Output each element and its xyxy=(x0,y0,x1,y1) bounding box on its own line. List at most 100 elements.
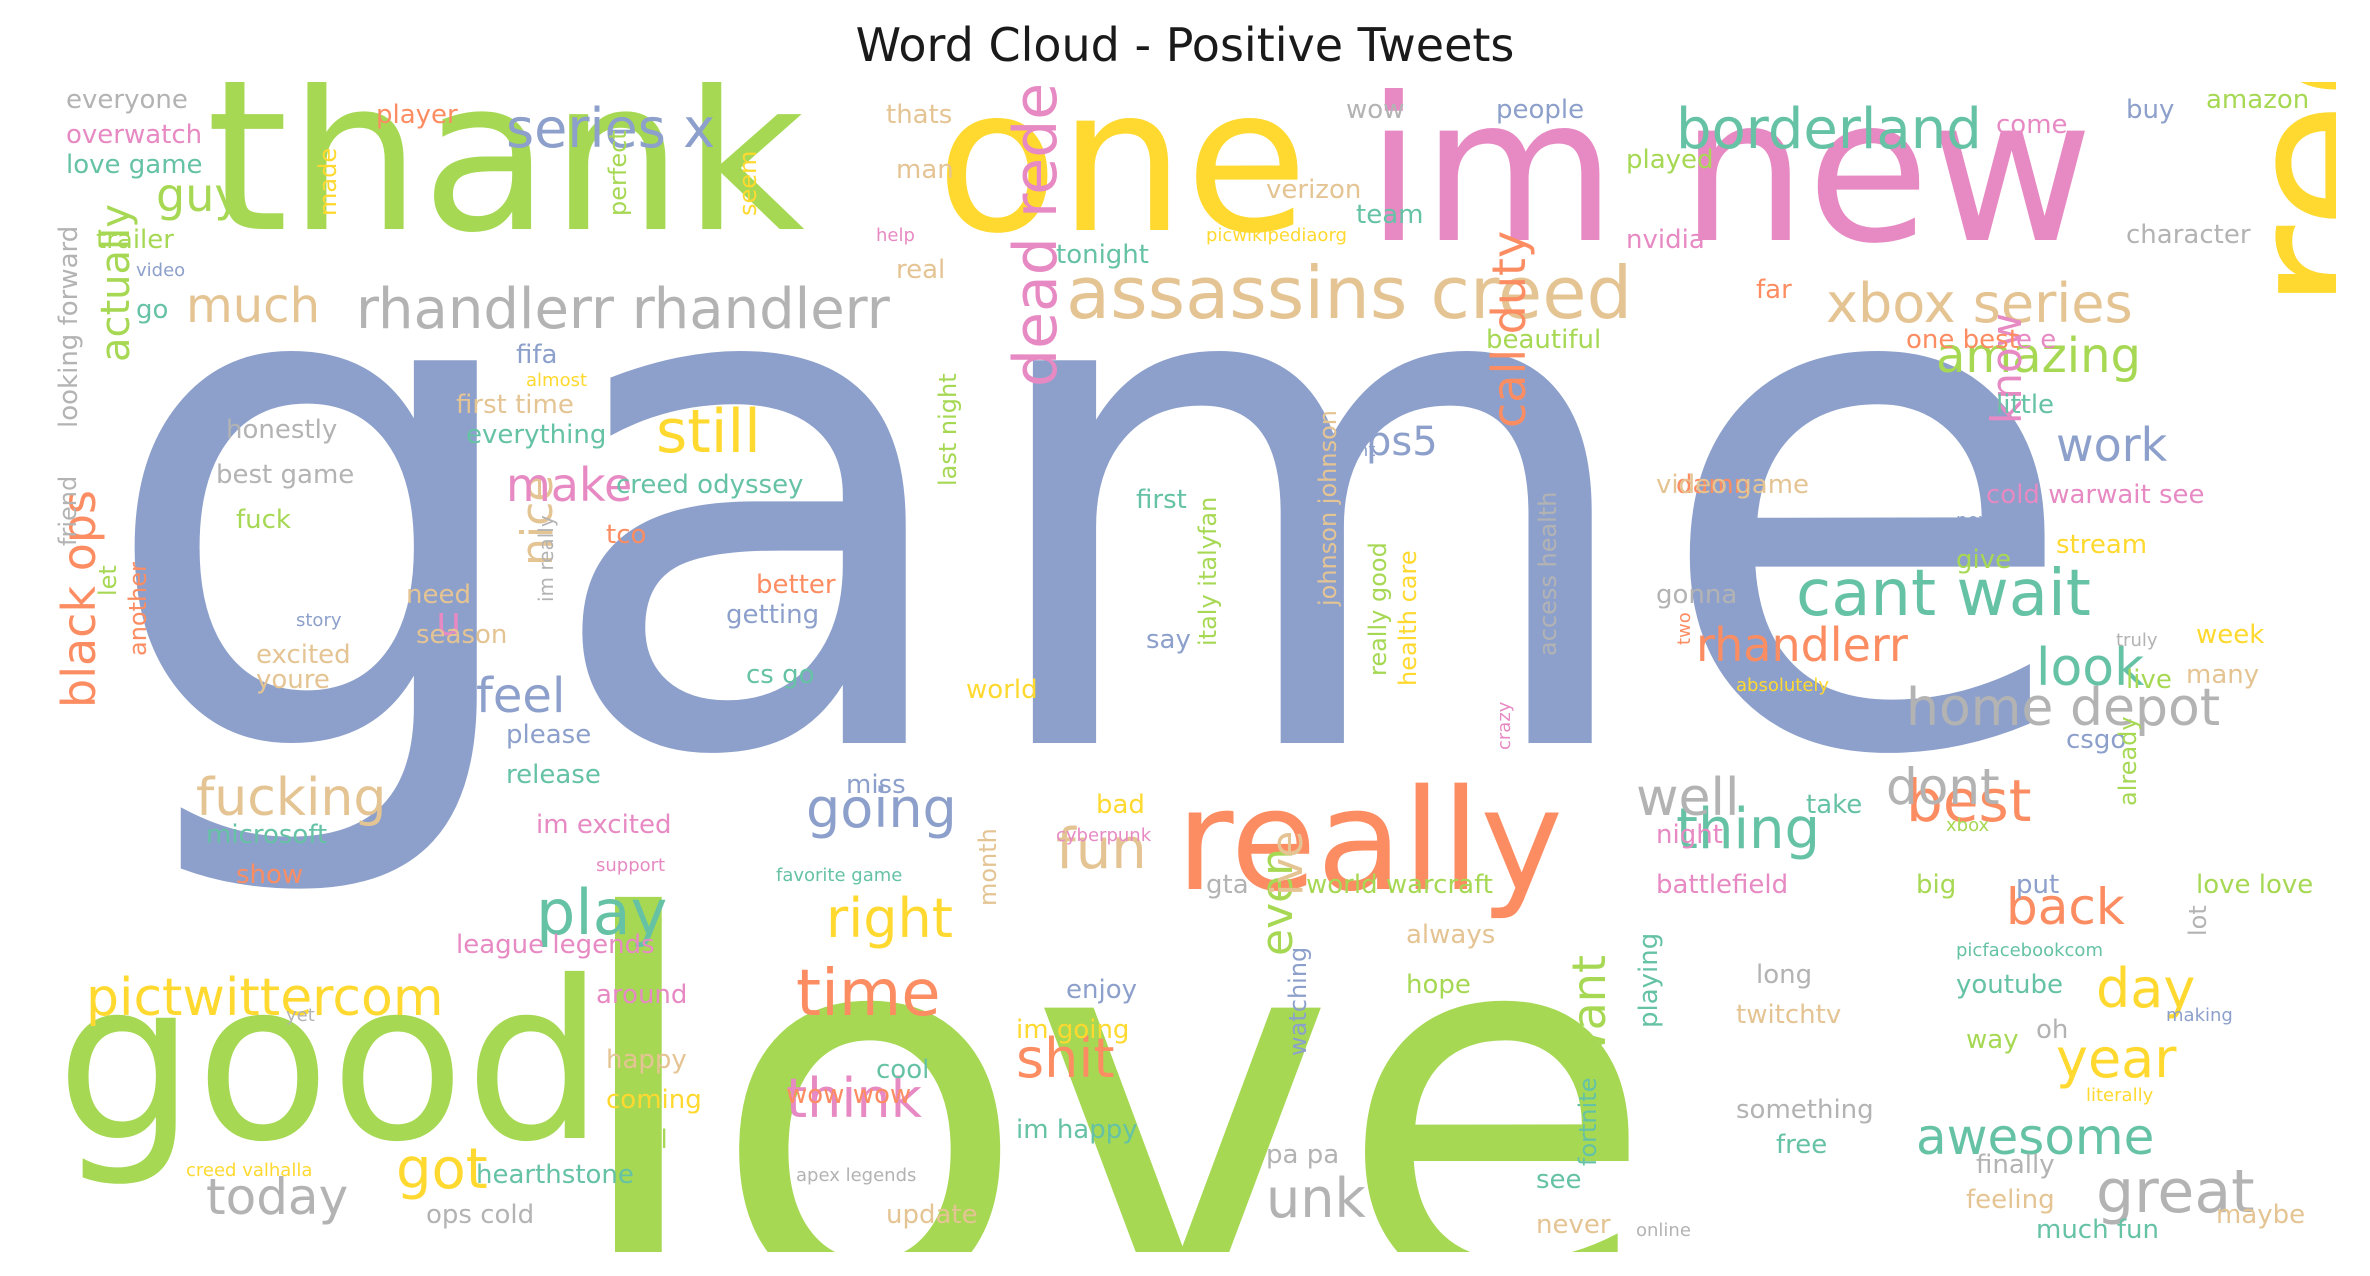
word-cyberpunk: cyberpunk xyxy=(1056,825,1152,846)
word-youtube: youtube xyxy=(1956,970,2063,1000)
word-maybe: maybe xyxy=(2216,1200,2306,1230)
word-nvidia: nvidia xyxy=(1626,225,1705,255)
word-beautiful: beautiful xyxy=(1486,325,1602,355)
word-borderland: borderland xyxy=(1676,97,1982,162)
word-many: many xyxy=(2186,660,2260,690)
word-got: got xyxy=(396,1137,488,1202)
word-getting: getting xyxy=(726,600,820,630)
word-first: first xyxy=(1136,485,1187,515)
word-think: think xyxy=(786,1067,922,1130)
word-night: night xyxy=(1656,820,1723,850)
word-free: free xyxy=(1776,1130,1828,1160)
word-rhandlerr-rhandlerr: rhandlerr rhandlerr xyxy=(356,277,890,342)
word-fortnite: fortnite xyxy=(1574,1077,1602,1166)
word-much: much xyxy=(186,278,320,334)
word-yet: yet xyxy=(286,1005,315,1026)
word-overwatch: overwatch xyxy=(66,120,203,150)
word-season: season xyxy=(416,620,508,650)
word-cold-warwait-see: cold warwait see xyxy=(1986,480,2205,510)
word-feeling: feeling xyxy=(1966,1185,2055,1215)
word-ops-cold: ops cold xyxy=(426,1200,535,1230)
word-love-game: love game xyxy=(66,150,203,180)
word-literally: literally xyxy=(2086,1085,2154,1106)
word-making: making xyxy=(2166,1005,2233,1026)
word-great: great xyxy=(2096,1157,2255,1227)
word-fifa: fifa xyxy=(516,340,558,370)
word-youre: youre xyxy=(256,665,330,695)
word-online: online xyxy=(1636,1220,1691,1241)
word-playing: playing xyxy=(1634,932,1664,1028)
word-verizon: verizon xyxy=(1266,175,1362,205)
word-world-warcraft: world warcraft xyxy=(1306,870,1493,900)
word-amazon: amazon xyxy=(2206,85,2310,115)
word-oh: oh xyxy=(2036,1015,2069,1045)
word-say: say xyxy=(1146,625,1191,655)
word-watching: watching xyxy=(1284,946,1312,1056)
word-crazy: crazy xyxy=(1494,701,1515,750)
word-stream: stream xyxy=(2056,530,2148,560)
word-cs-go: cs go xyxy=(746,660,815,690)
word-day: day xyxy=(2096,957,2196,1020)
word-thank: thank xyxy=(206,82,805,279)
word-let: let xyxy=(94,565,122,596)
word-love: love xyxy=(566,809,1657,1252)
word-dead-redemption: dead redemption xyxy=(1001,82,1071,387)
word-unk: unk xyxy=(1266,1167,1366,1230)
word-want: want xyxy=(1562,954,1616,1068)
word-today: today xyxy=(206,1168,349,1226)
word-month: month xyxy=(974,828,1002,906)
word-wow-wow: wow wow xyxy=(786,1080,912,1110)
word-back: back xyxy=(2006,878,2125,936)
word-seem: seem xyxy=(734,150,762,216)
word-excited: excited xyxy=(256,640,351,670)
word-gonna: gonna xyxy=(1656,580,1738,610)
word-thats: thats xyxy=(886,100,953,130)
word-real: real xyxy=(896,255,946,285)
word-miss: miss xyxy=(846,770,906,800)
word-release: release xyxy=(506,760,601,790)
word-lol: lol xyxy=(826,1015,857,1045)
word-long: long xyxy=(1756,960,1813,990)
word-im-happy: im happy xyxy=(1016,1115,1138,1145)
word-well: well xyxy=(1636,768,1740,828)
word-see: see xyxy=(1536,1165,1582,1195)
word-right: right xyxy=(826,887,953,950)
word-little: little xyxy=(1996,390,2055,420)
word-dont: dont xyxy=(1886,758,2000,816)
word-creed-valhalla: creed valhalla xyxy=(186,1160,313,1181)
word-ps5: ps5 xyxy=(1366,419,1438,465)
word-best: best xyxy=(1906,767,2032,835)
word-microsoft: microsoft xyxy=(206,820,328,850)
word-picfacebookcom: picfacebookcom xyxy=(1956,940,2103,961)
word-cool: cool xyxy=(876,1055,930,1085)
word-look: look xyxy=(2036,638,2145,698)
word-play: play xyxy=(536,876,668,949)
word-help: help xyxy=(876,225,915,246)
word-week: week xyxy=(2196,620,2265,650)
word-next: next xyxy=(1956,510,1996,531)
word-trailer: trailer xyxy=(96,225,174,255)
word-access-health: access health xyxy=(1534,491,1562,656)
word-never: never xyxy=(1536,1210,1611,1240)
word-give: give xyxy=(1956,545,2012,575)
word-rhandlerr: rhandlerr xyxy=(1696,618,1908,672)
word-series-x: series x xyxy=(506,97,716,160)
word-battlefield: battlefield xyxy=(1656,870,1789,900)
word-way: way xyxy=(1966,1025,2019,1055)
word-guy: guy xyxy=(156,168,242,222)
word-ill: ill xyxy=(646,1125,668,1155)
word-tonight: tonight xyxy=(1056,240,1149,270)
word-something: something xyxy=(1736,1095,1874,1125)
word-enjoy: enjoy xyxy=(1066,975,1137,1005)
word-really: really xyxy=(1176,760,1564,923)
word-put: put xyxy=(2016,870,2060,900)
word-health-care: health care xyxy=(1394,550,1422,686)
word-perfect: perfect xyxy=(604,130,632,216)
word-lot: lot xyxy=(2184,905,2212,936)
word-buy: buy xyxy=(2126,95,2175,125)
word-much-fun: much fun xyxy=(2036,1215,2159,1245)
word-pictwittercom: pictwittercom xyxy=(86,968,444,1028)
word-damn: damn xyxy=(1676,470,1751,500)
word-please: please xyxy=(506,720,592,750)
word-e-e: e e xyxy=(2016,325,2057,355)
